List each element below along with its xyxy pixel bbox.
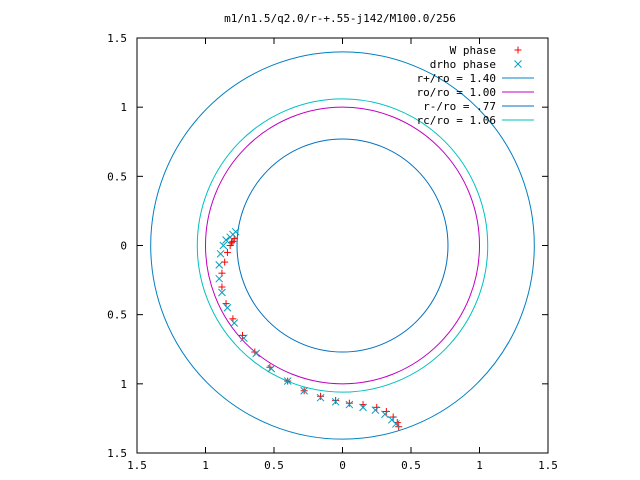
legend-label-2: r+/ro = 1.40 — [417, 72, 496, 85]
plus-marker-16 — [332, 396, 340, 404]
plus-marker-21 — [389, 413, 397, 421]
y-tick-label: 1.5 — [107, 32, 127, 45]
legend-plus-marker — [514, 46, 522, 54]
cross-marker-9 — [223, 303, 232, 312]
cross-marker-13 — [267, 364, 276, 373]
cross-marker-5 — [216, 249, 225, 258]
circle-series-3 — [196, 98, 489, 393]
marker-stroke — [316, 393, 325, 402]
marker-stroke — [240, 334, 248, 343]
plus-marker-17 — [345, 399, 353, 407]
x-tick-label: 1 — [476, 459, 483, 472]
marker-stroke — [371, 406, 380, 414]
plus-marker-19 — [373, 403, 381, 411]
x-tick-label: 1.5 — [127, 459, 147, 472]
chart-title: m1/n1.5/q2.0/r-+.55-j142/M100.0/256 — [224, 12, 456, 25]
marker-stroke — [223, 303, 232, 312]
cross-marker-20 — [371, 406, 380, 414]
marker-stroke — [226, 233, 235, 242]
x-tick-label: 1 — [202, 459, 209, 472]
x-tick-label: 0.5 — [264, 459, 284, 472]
cross-marker-23 — [392, 420, 400, 428]
plus-marker-4 — [223, 248, 231, 256]
legend-label-0: W phase — [450, 44, 496, 57]
marker-stroke — [215, 274, 224, 283]
marker-stroke — [215, 261, 224, 269]
legend-label-3: ro/ro = 1.00 — [417, 86, 496, 99]
cross-marker-14 — [283, 377, 292, 385]
y-tick-label: 0.5 — [107, 170, 127, 183]
data-markers — [215, 227, 403, 431]
cross-marker-12 — [252, 349, 261, 358]
cross-marker-19 — [359, 403, 367, 412]
plus-marker-7 — [218, 283, 226, 291]
legend-cross-marker — [514, 60, 522, 68]
cross-marker-17 — [331, 397, 340, 406]
marker-stroke — [387, 415, 396, 424]
cross-marker-7 — [215, 274, 224, 283]
marker-stroke — [331, 397, 340, 406]
circle-series-0 — [150, 51, 535, 440]
circle-series-1 — [205, 106, 480, 385]
marker-stroke — [345, 400, 354, 409]
x-tick-label: 0 — [339, 459, 346, 472]
cross-marker-10 — [230, 319, 239, 327]
y-tick-label: 0.5 — [107, 309, 127, 322]
cross-marker-15 — [300, 386, 308, 395]
cross-marker-11 — [240, 334, 248, 343]
marker-stroke — [381, 410, 389, 419]
y-tick-label: 1 — [120, 378, 127, 391]
cross-marker-4 — [219, 241, 228, 250]
marker-stroke — [216, 249, 225, 258]
cross-marker-6 — [215, 261, 224, 269]
legend-label-5: rc/ro = 1.06 — [417, 114, 496, 127]
plus-marker-15 — [317, 392, 325, 400]
marker-stroke — [219, 241, 228, 250]
y-tick-label: 1 — [120, 101, 127, 114]
x-tick-label: 1.5 — [538, 459, 558, 472]
legend-label-1: drho phase — [430, 58, 496, 71]
marker-stroke — [514, 60, 522, 68]
axis-ticks: 1.5 1 0.5 0 0.5 1 1.51.510.500.511.5 — [107, 32, 558, 472]
y-tick-label: 0 — [120, 240, 127, 253]
marker-stroke — [252, 349, 261, 358]
cross-marker-3 — [222, 236, 230, 244]
marker-stroke — [283, 377, 292, 385]
plus-marker-3 — [226, 242, 234, 249]
marker-stroke — [218, 288, 226, 297]
plus-marker-1 — [229, 237, 237, 245]
cross-marker-2 — [226, 233, 235, 242]
legend-label-4: r-/ro = .77 — [423, 100, 496, 113]
reference-circles — [150, 51, 535, 440]
marker-stroke — [300, 386, 308, 395]
circle-series-2 — [236, 138, 449, 353]
marker-stroke — [222, 236, 230, 244]
cross-marker-16 — [316, 393, 325, 402]
marker-stroke — [392, 420, 400, 428]
marker-stroke — [359, 403, 367, 412]
y-tick-label: 1.5 — [107, 447, 127, 460]
plus-marker-10 — [238, 331, 246, 339]
cross-marker-18 — [345, 400, 354, 409]
x-tick-label: 0.5 — [401, 459, 421, 472]
marker-stroke — [230, 319, 239, 327]
plus-marker-20 — [382, 408, 390, 415]
cross-marker-21 — [381, 410, 389, 419]
marker-stroke — [267, 364, 276, 373]
cross-marker-8 — [218, 288, 226, 297]
